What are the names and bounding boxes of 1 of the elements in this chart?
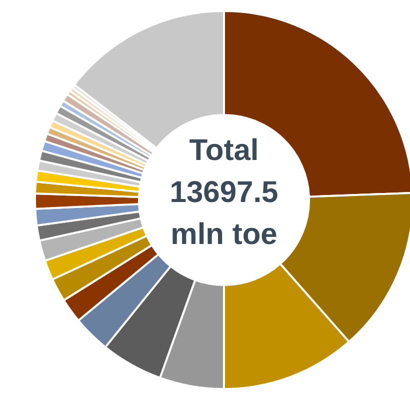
text: Total 13697.5 mln toe <box>168 133 280 253</box>
